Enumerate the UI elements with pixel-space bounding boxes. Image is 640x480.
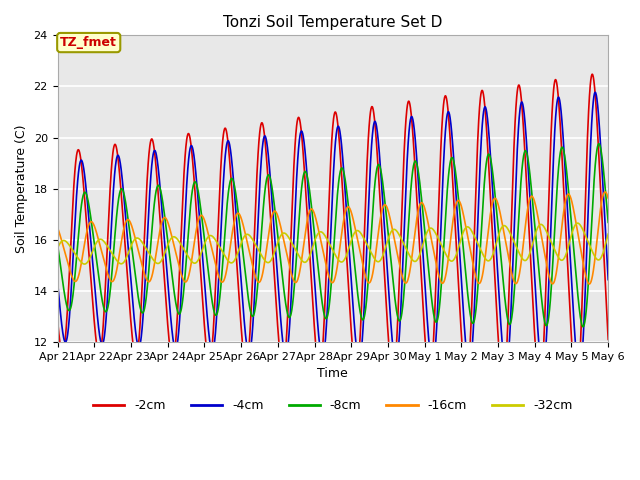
- -4cm: [321, 338, 329, 344]
- -2cm: [307, 267, 314, 273]
- -8cm: [321, 315, 329, 321]
- -2cm: [54, 317, 61, 323]
- -32cm: [81, 261, 88, 267]
- -16cm: [602, 189, 609, 195]
- -2cm: [573, 386, 580, 392]
- -2cm: [588, 72, 596, 77]
- -16cm: [321, 259, 329, 264]
- Line: -16cm: -16cm: [58, 192, 608, 284]
- Text: TZ_fmet: TZ_fmet: [60, 36, 117, 49]
- Title: Tonzi Soil Temperature Set D: Tonzi Soil Temperature Set D: [223, 15, 442, 30]
- -2cm: [589, 72, 596, 78]
- Line: -8cm: -8cm: [58, 144, 608, 327]
- -32cm: [307, 250, 315, 255]
- Line: -32cm: -32cm: [58, 223, 608, 264]
- -16cm: [589, 273, 596, 278]
- -8cm: [589, 204, 596, 210]
- -16cm: [588, 274, 596, 280]
- -16cm: [54, 225, 61, 230]
- -16cm: [82, 235, 90, 240]
- -4cm: [591, 89, 599, 95]
- -4cm: [82, 181, 90, 187]
- -8cm: [82, 190, 90, 195]
- -4cm: [307, 223, 314, 228]
- -32cm: [54, 245, 61, 251]
- -8cm: [307, 197, 314, 203]
- -8cm: [604, 219, 612, 225]
- -2cm: [604, 336, 612, 342]
- -2cm: [487, 206, 495, 212]
- -8cm: [579, 324, 587, 330]
- Y-axis label: Soil Temperature (C): Soil Temperature (C): [15, 124, 28, 253]
- -32cm: [322, 234, 330, 240]
- -2cm: [82, 208, 90, 214]
- -4cm: [604, 277, 612, 283]
- -8cm: [54, 241, 61, 247]
- Line: -2cm: -2cm: [58, 74, 608, 389]
- -16cm: [307, 206, 314, 212]
- -8cm: [588, 209, 596, 215]
- -4cm: [589, 108, 596, 113]
- -32cm: [488, 255, 495, 261]
- -2cm: [589, 72, 596, 77]
- -32cm: [589, 250, 596, 255]
- -32cm: [604, 231, 612, 237]
- -16cm: [604, 195, 612, 201]
- -4cm: [487, 163, 495, 168]
- X-axis label: Time: Time: [317, 367, 348, 380]
- -32cm: [589, 249, 596, 255]
- -16cm: [487, 207, 495, 213]
- -16cm: [586, 281, 593, 287]
- -32cm: [82, 261, 90, 266]
- -32cm: [574, 220, 582, 226]
- Line: -4cm: -4cm: [58, 92, 608, 374]
- -2cm: [321, 293, 329, 299]
- -4cm: [588, 112, 596, 118]
- -4cm: [575, 372, 583, 377]
- -4cm: [54, 278, 61, 284]
- -8cm: [595, 141, 603, 147]
- -8cm: [487, 158, 495, 164]
- Legend: -2cm, -4cm, -8cm, -16cm, -32cm: -2cm, -4cm, -8cm, -16cm, -32cm: [88, 394, 578, 417]
